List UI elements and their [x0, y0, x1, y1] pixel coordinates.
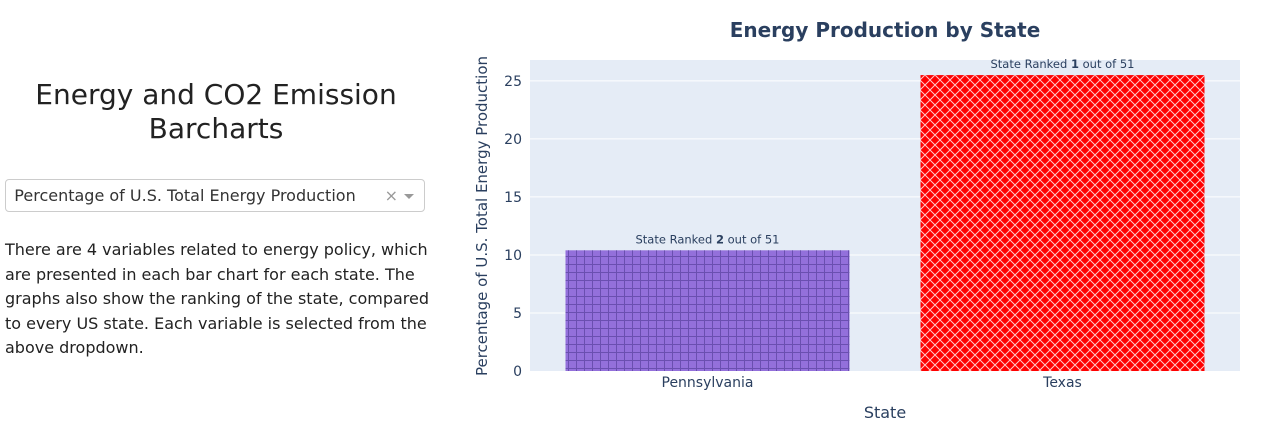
y-axis-ticks: 0 5 10 15 20 25	[504, 74, 522, 380]
bar-rank-annotation: State Ranked 2 out of 51	[636, 232, 780, 246]
y-tick-label: 25	[504, 74, 522, 90]
page-title: Energy and CO2 Emission Barcharts	[35, 78, 397, 145]
bar-rank-annotation: State Ranked 1 out of 51	[991, 57, 1135, 71]
annotation-suffix: out of 51	[724, 232, 780, 246]
bar-pattern-overlay	[565, 250, 850, 371]
chart-title: Energy Production by State	[730, 18, 1041, 42]
left-panel: Energy and CO2 Emission Barcharts Percen…	[0, 0, 432, 440]
dropdown-selected-value: Percentage of U.S. Total Energy Producti…	[14, 186, 356, 205]
annotation-prefix: State Ranked	[991, 57, 1071, 71]
chevron-down-icon[interactable]	[404, 194, 414, 199]
bar-pattern-overlay	[920, 75, 1205, 372]
description-text: There are 4 variables related to energy …	[5, 240, 430, 357]
bar-chart: 0 5 10 15 20 25 Pennsylvania Texas State Ranke…	[473, 18, 1240, 422]
bar-pennsylvania[interactable]	[565, 250, 850, 371]
y-tick-label: 5	[513, 306, 522, 322]
annotation-rank: 1	[1071, 57, 1079, 71]
y-tick-label: 0	[513, 364, 522, 380]
annotation-rank: 2	[716, 232, 724, 246]
x-tick-label: Pennsylvania	[662, 375, 754, 391]
annotation-prefix: State Ranked	[636, 232, 716, 246]
x-axis-label: State	[864, 403, 906, 422]
clear-icon[interactable]: ×	[384, 186, 398, 205]
variable-dropdown[interactable]: Percentage of U.S. Total Energy Producti…	[5, 179, 425, 212]
bars	[565, 75, 1205, 372]
y-tick-label: 15	[504, 190, 522, 206]
x-tick-label: Texas	[1042, 375, 1082, 391]
bar-texas[interactable]	[920, 75, 1205, 372]
annotation-suffix: out of 51	[1079, 57, 1135, 71]
y-tick-label: 20	[504, 132, 522, 148]
x-axis-ticks: Pennsylvania Texas	[662, 375, 1082, 391]
y-axis-label: Percentage of U.S. Total Energy Producti…	[473, 56, 491, 376]
y-tick-label: 10	[504, 248, 522, 264]
